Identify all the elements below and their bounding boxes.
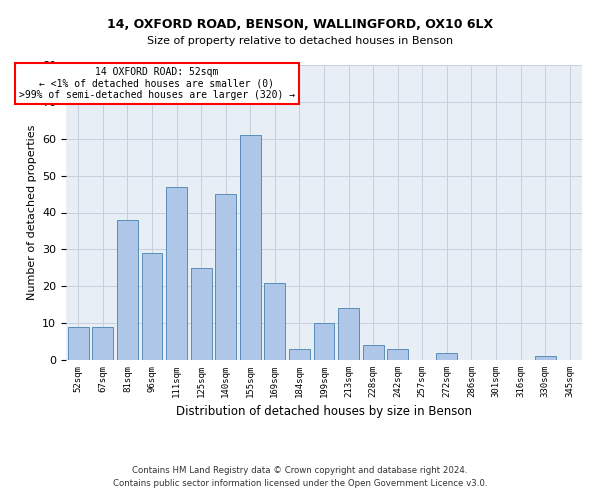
Bar xyxy=(436,352,457,360)
Bar xyxy=(338,308,359,360)
Bar xyxy=(68,327,89,360)
Y-axis label: Number of detached properties: Number of detached properties xyxy=(26,125,37,300)
Bar xyxy=(92,327,113,360)
X-axis label: Distribution of detached houses by size in Benson: Distribution of detached houses by size … xyxy=(176,406,472,418)
Bar xyxy=(387,349,408,360)
Text: 14 OXFORD ROAD: 52sqm
← <1% of detached houses are smaller (0)
>99% of semi-deta: 14 OXFORD ROAD: 52sqm ← <1% of detached … xyxy=(19,67,295,100)
Text: Size of property relative to detached houses in Benson: Size of property relative to detached ho… xyxy=(147,36,453,46)
Bar xyxy=(265,282,286,360)
Bar xyxy=(362,345,383,360)
Bar xyxy=(535,356,556,360)
Text: 14, OXFORD ROAD, BENSON, WALLINGFORD, OX10 6LX: 14, OXFORD ROAD, BENSON, WALLINGFORD, OX… xyxy=(107,18,493,30)
Bar xyxy=(166,186,187,360)
Bar xyxy=(117,220,138,360)
Bar xyxy=(289,349,310,360)
Bar xyxy=(191,268,212,360)
Bar xyxy=(240,135,261,360)
Bar xyxy=(142,253,163,360)
Bar xyxy=(314,323,334,360)
Bar xyxy=(215,194,236,360)
Text: Contains HM Land Registry data © Crown copyright and database right 2024.
Contai: Contains HM Land Registry data © Crown c… xyxy=(113,466,487,487)
